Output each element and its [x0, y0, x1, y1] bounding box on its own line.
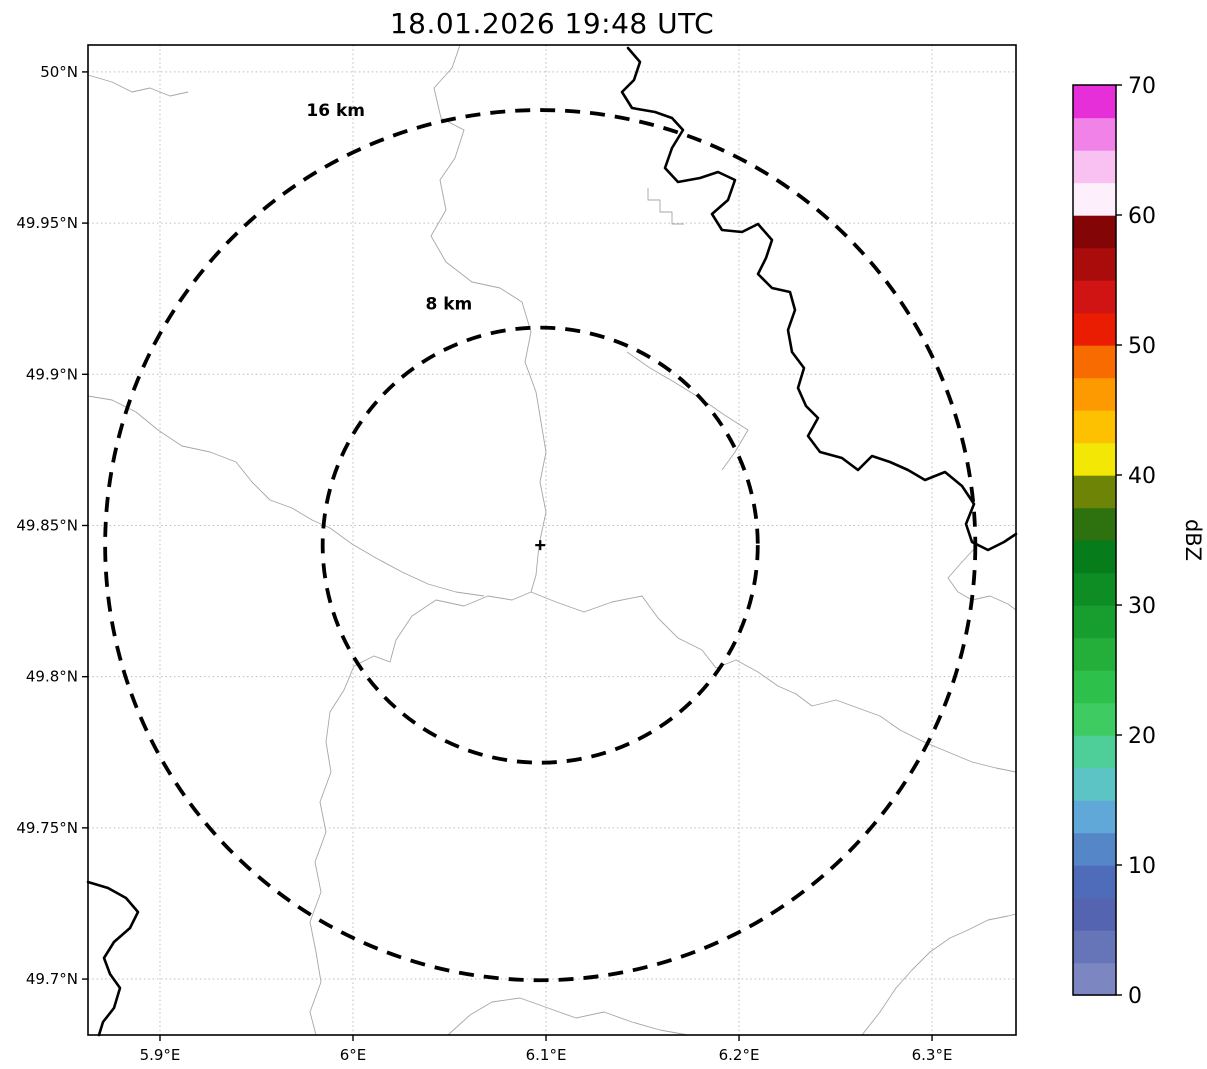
x-tick-label: 6.1°E: [526, 1046, 567, 1064]
colorbar-tick-label: 40: [1128, 464, 1156, 489]
colorbar-segment: [1073, 507, 1116, 541]
colorbar-tick-label: 60: [1128, 204, 1156, 229]
x-tick-label: 6.3°E: [912, 1046, 953, 1064]
colorbar-segment: [1073, 150, 1116, 184]
colorbar-segment: [1073, 702, 1116, 736]
colorbar-segment: [1073, 345, 1116, 379]
colorbar-segment: [1073, 800, 1116, 834]
colorbar-tick-label: 20: [1128, 724, 1156, 749]
range-ring-16km: [103, 108, 978, 983]
axes-frame: [87, 44, 1017, 1036]
border-line: [87, 395, 485, 597]
colorbar-segment: [1073, 670, 1116, 704]
colorbar-frame: [1072, 84, 1117, 996]
colorbar-segment: [1073, 572, 1116, 606]
colorbar-tick-label: 70: [1128, 74, 1156, 99]
range-ring-label-8km: 8 km: [425, 295, 472, 315]
border-line: [447, 997, 689, 1036]
colorbar-tick-label: 10: [1128, 854, 1156, 879]
y-tick-label: 49.8°N: [26, 668, 78, 686]
colorbar-segment: [1073, 117, 1116, 151]
figure-title: 18.01.2026 19:48 UTC: [389, 7, 715, 40]
colorbar-segment: [1073, 767, 1116, 801]
colorbar-segment: [1073, 832, 1116, 866]
colorbar-segment: [1073, 605, 1116, 639]
colorbar-segment: [1073, 865, 1116, 899]
border-line: [647, 188, 684, 225]
x-tick-label: 5.9°E: [140, 1046, 181, 1064]
border-line: [309, 591, 532, 1036]
river-line: [86, 880, 140, 1037]
colorbar-segment: [1073, 637, 1116, 671]
y-tick-label: 49.95°N: [16, 214, 78, 232]
colorbar-segment: [1073, 312, 1116, 346]
y-tick-label: 49.75°N: [16, 819, 78, 837]
border-line: [626, 351, 749, 471]
colorbar-segment: [1073, 247, 1116, 281]
colorbar-segment: [1073, 897, 1116, 931]
colorbar-segment: [1073, 215, 1116, 249]
colorbar-segment: [1073, 280, 1116, 314]
colorbar-segment: [1073, 735, 1116, 769]
colorbar-segment: [1073, 410, 1116, 444]
y-tick-label: 49.85°N: [16, 516, 78, 534]
y-tick-label: 49.9°N: [26, 365, 78, 383]
y-tick-label: 49.7°N: [26, 970, 78, 988]
colorbar-segment: [1073, 930, 1116, 964]
colorbar-tick-label: 0: [1128, 984, 1142, 1009]
colorbar-segment: [1073, 85, 1116, 119]
colorbar-segment: [1073, 377, 1116, 411]
colorbar-tick-label: 50: [1128, 334, 1156, 359]
x-tick-label: 6.2°E: [719, 1046, 760, 1064]
range-ring-8km: [320, 325, 760, 765]
border-line: [87, 74, 189, 97]
colorbar-segment: [1073, 442, 1116, 476]
range-ring-label-16km: 16 km: [306, 101, 365, 121]
colorbar-segment: [1073, 182, 1116, 216]
colorbar-segment: [1073, 962, 1116, 996]
colorbar-axis-label: dBZ: [1181, 519, 1205, 561]
border-line: [947, 547, 1017, 611]
colorbar-segment: [1073, 540, 1116, 574]
y-tick-label: 50°N: [40, 63, 78, 81]
river-line: [620, 46, 1018, 552]
colorbar-segment: [1073, 475, 1116, 509]
x-tick-label: 6°E: [340, 1046, 367, 1064]
border-line: [861, 913, 1017, 1036]
border-line: [430, 44, 547, 593]
colorbar-tick-label: 30: [1128, 594, 1156, 619]
border-line: [530, 591, 1017, 773]
